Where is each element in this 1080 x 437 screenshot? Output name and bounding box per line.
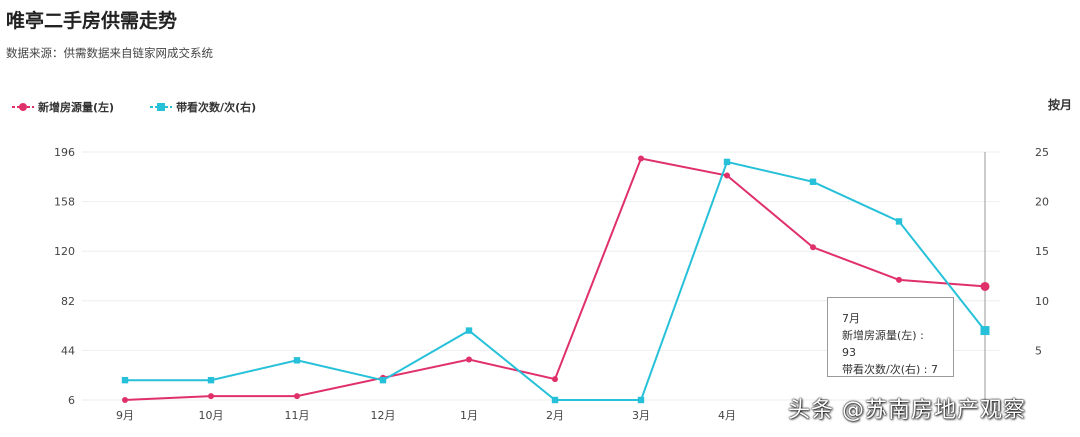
square-marker-icon <box>150 103 173 111</box>
data-point <box>551 396 559 404</box>
x-tick-label: 3月 <box>632 409 650 422</box>
data-point <box>637 396 645 404</box>
data-point <box>809 178 817 185</box>
y-left-tick-label: 158 <box>54 196 75 209</box>
legend-label-viewings: 带看次数/次(右) <box>176 101 257 114</box>
y-right-tick-label: 15 <box>1035 245 1049 258</box>
x-tick-label: 1月 <box>460 409 478 422</box>
x-tick-label: 11月 <box>285 409 310 422</box>
y-right-tick-label: 5 <box>1035 344 1042 357</box>
x-tick-label: 4月 <box>718 409 736 422</box>
data-point <box>465 327 473 334</box>
y-left-tick-label: 44 <box>61 344 75 357</box>
y-left-tick-label: 82 <box>61 295 75 308</box>
data-point <box>207 376 215 384</box>
tooltip: 7月 新增房源量(左) : 93 带看次数/次(右) : 7 <box>827 297 954 377</box>
tooltip-title: 7月 <box>842 312 860 325</box>
x-tick-label: 2月 <box>546 409 564 422</box>
data-point <box>466 356 472 363</box>
y-right-tick-label: 25 <box>1035 146 1049 159</box>
legend-item-supply[interactable]: 新增房源量(左) <box>12 99 114 115</box>
data-point <box>552 376 558 383</box>
period-selector[interactable]: 按月 <box>1047 98 1072 112</box>
data-point <box>723 158 731 166</box>
data-point <box>293 357 301 364</box>
y-left-tick-label: 120 <box>54 245 75 258</box>
x-tick-label: 12月 <box>371 409 396 422</box>
data-point <box>638 155 644 162</box>
data-point <box>294 393 300 400</box>
data-point <box>208 393 214 400</box>
tooltip-line-viewings: 带看次数/次(右) : 7 <box>842 363 938 376</box>
data-point <box>379 376 387 384</box>
data-point <box>122 397 128 403</box>
y-right-tick-label: 20 <box>1035 196 1049 209</box>
data-point <box>896 276 902 283</box>
chart-title: 唯亭二手房供需走势 <box>6 10 178 32</box>
data-point <box>980 326 990 336</box>
tooltip-line-supply: 新增房源量(左) : 93 <box>842 329 924 359</box>
data-point <box>724 172 730 179</box>
data-source-note: 数据来源：供需数据来自链家网成交系统 <box>6 46 213 60</box>
data-point <box>121 376 129 384</box>
legend: 新增房源量(左) 带看次数/次(右) <box>12 99 256 115</box>
y-left-tick-label: 6 <box>68 394 75 407</box>
y-left-tick-label: 196 <box>54 146 75 159</box>
legend-label-supply: 新增房源量(左) <box>38 101 115 114</box>
data-point <box>980 281 990 291</box>
circle-marker-icon <box>12 103 34 111</box>
data-point <box>895 218 903 225</box>
legend-item-viewings[interactable]: 带看次数/次(右) <box>150 99 256 115</box>
y-right-tick-label: 10 <box>1035 295 1049 308</box>
x-tick-label: 9月 <box>116 409 134 422</box>
watermark: 头条 @苏南房地产观察 <box>788 398 1026 423</box>
data-point <box>810 244 816 251</box>
x-tick-label: 10月 <box>199 409 224 422</box>
